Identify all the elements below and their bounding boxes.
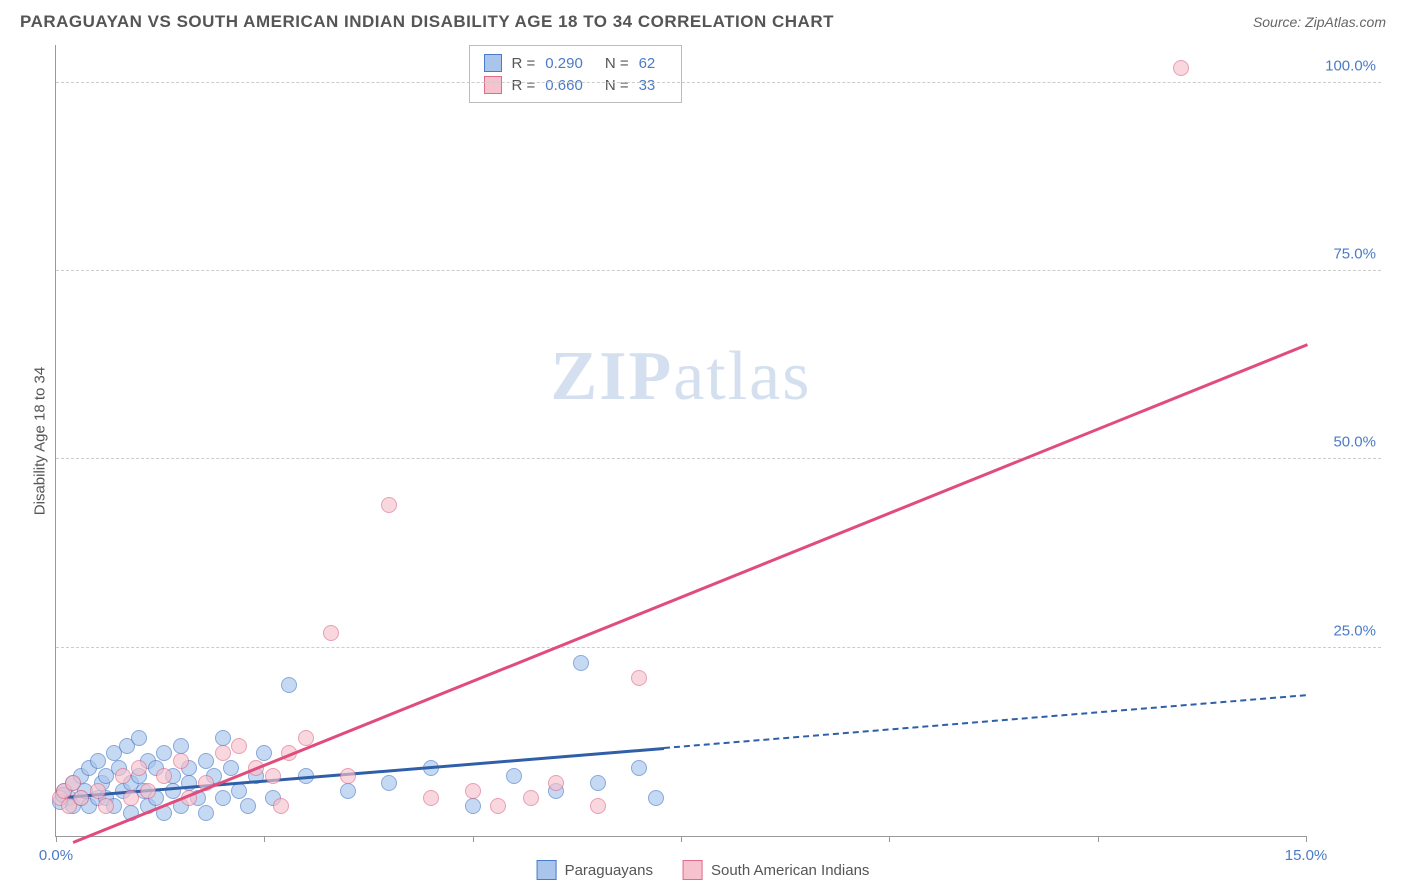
legend-label-2: South American Indians xyxy=(711,862,869,879)
data-point xyxy=(323,625,339,641)
r-value-2: 0.660 xyxy=(545,77,583,94)
data-point xyxy=(648,790,664,806)
data-point xyxy=(465,783,481,799)
watermark-zip: ZIP xyxy=(551,338,674,415)
source-name: ZipAtlas.com xyxy=(1305,14,1386,30)
trend-line xyxy=(72,343,1307,843)
chart-container: Disability Age 18 to 34 ZIPatlas R = 0.2… xyxy=(55,45,1381,837)
data-point xyxy=(590,798,606,814)
data-point xyxy=(1173,60,1189,76)
data-point xyxy=(381,497,397,513)
gridline xyxy=(56,647,1381,648)
data-point xyxy=(240,798,256,814)
x-tick xyxy=(1306,836,1307,842)
swatch-series1-bottom xyxy=(537,860,557,880)
trend-line-dashed xyxy=(664,695,1306,750)
x-tick-label: 0.0% xyxy=(39,847,73,864)
data-point xyxy=(165,783,181,799)
data-point xyxy=(131,760,147,776)
r-label-1: R = xyxy=(512,55,536,72)
n-value-1: 62 xyxy=(639,55,656,72)
data-point xyxy=(131,730,147,746)
data-point xyxy=(506,768,522,784)
data-point xyxy=(115,768,131,784)
y-axis-label: Disability Age 18 to 34 xyxy=(32,367,49,515)
data-point xyxy=(123,790,139,806)
legend-item-series2: South American Indians xyxy=(683,860,869,880)
data-point xyxy=(273,798,289,814)
n-value-2: 33 xyxy=(639,77,656,94)
data-point xyxy=(65,775,81,791)
x-tick xyxy=(1098,836,1099,842)
watermark: ZIPatlas xyxy=(551,337,812,417)
data-point xyxy=(523,790,539,806)
x-tick-label: 15.0% xyxy=(1285,847,1328,864)
data-point xyxy=(215,745,231,761)
data-point xyxy=(173,738,189,754)
data-point xyxy=(198,753,214,769)
data-point xyxy=(90,753,106,769)
data-point xyxy=(173,753,189,769)
chart-title: PARAGUAYAN VS SOUTH AMERICAN INDIAN DISA… xyxy=(20,12,834,32)
y-tick-label: 25.0% xyxy=(1333,622,1376,639)
plot-area: ZIPatlas R = 0.290 N = 62 R = 0.660 N = … xyxy=(55,45,1306,837)
data-point xyxy=(256,745,272,761)
data-point xyxy=(631,670,647,686)
stats-legend-box: R = 0.290 N = 62 R = 0.660 N = 33 xyxy=(469,45,683,103)
data-point xyxy=(215,790,231,806)
data-point xyxy=(423,790,439,806)
data-point xyxy=(265,768,281,784)
data-point xyxy=(181,775,197,791)
data-point xyxy=(381,775,397,791)
r-label-2: R = xyxy=(512,77,536,94)
swatch-series2-bottom xyxy=(683,860,703,880)
data-point xyxy=(156,768,172,784)
chart-header: PARAGUAYAN VS SOUTH AMERICAN INDIAN DISA… xyxy=(20,12,1386,32)
n-label-1: N = xyxy=(605,55,629,72)
data-point xyxy=(98,798,114,814)
data-point xyxy=(465,798,481,814)
data-point xyxy=(340,783,356,799)
x-tick xyxy=(681,836,682,842)
data-point xyxy=(631,760,647,776)
gridline xyxy=(56,270,1381,271)
y-tick-label: 50.0% xyxy=(1333,434,1376,451)
swatch-series2 xyxy=(484,76,502,94)
stats-row-series2: R = 0.660 N = 33 xyxy=(484,74,668,96)
legend-item-series1: Paraguayans xyxy=(537,860,653,880)
data-point xyxy=(590,775,606,791)
data-point xyxy=(215,730,231,746)
legend-label-1: Paraguayans xyxy=(565,862,653,879)
source-prefix: Source: xyxy=(1253,14,1305,30)
x-tick xyxy=(56,836,57,842)
r-value-1: 0.290 xyxy=(545,55,583,72)
data-point xyxy=(340,768,356,784)
gridline xyxy=(56,82,1381,83)
watermark-atlas: atlas xyxy=(673,338,811,415)
data-point xyxy=(156,745,172,761)
x-tick xyxy=(473,836,474,842)
gridline xyxy=(56,458,1381,459)
data-point xyxy=(198,805,214,821)
data-point xyxy=(548,775,564,791)
x-tick xyxy=(264,836,265,842)
data-point xyxy=(231,738,247,754)
data-point xyxy=(573,655,589,671)
data-point xyxy=(90,783,106,799)
bottom-legend: Paraguayans South American Indians xyxy=(537,860,870,880)
y-tick-label: 100.0% xyxy=(1325,57,1376,74)
x-tick xyxy=(889,836,890,842)
data-point xyxy=(281,677,297,693)
stats-row-series1: R = 0.290 N = 62 xyxy=(484,52,668,74)
source-attribution: Source: ZipAtlas.com xyxy=(1253,14,1386,30)
data-point xyxy=(73,790,89,806)
data-point xyxy=(231,783,247,799)
data-point xyxy=(140,783,156,799)
data-point xyxy=(490,798,506,814)
y-tick-label: 75.0% xyxy=(1333,246,1376,263)
swatch-series1 xyxy=(484,54,502,72)
n-label-2: N = xyxy=(605,77,629,94)
